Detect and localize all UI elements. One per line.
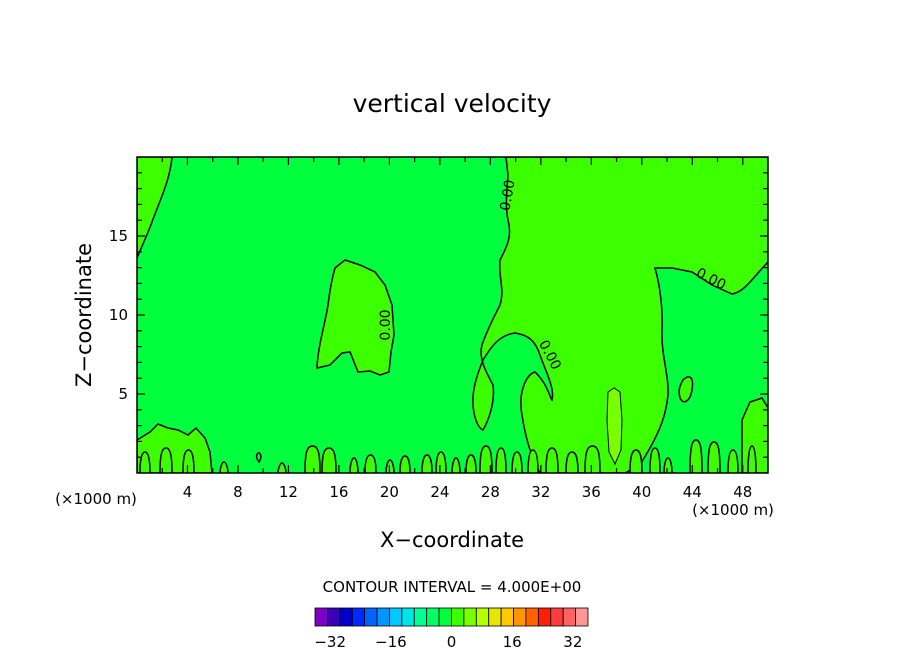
- colorbar: [314, 607, 589, 627]
- x-tick-label: 12: [279, 483, 298, 501]
- y-axis-label: Z−coordinate: [72, 243, 96, 387]
- noise-contour: [364, 454, 377, 473]
- x-axis-label: X−coordinate: [380, 528, 524, 552]
- plot-area: [137, 157, 768, 473]
- colorbar-swatch: [401, 607, 415, 627]
- x-tick-label: 4: [183, 483, 193, 501]
- x-tick-label: 40: [632, 483, 651, 501]
- upper-right-level-region: [472, 157, 768, 473]
- colorbar-tick-labels: −32 −16 0 16 32: [314, 633, 582, 651]
- x-tick-label: 8: [233, 483, 243, 501]
- noise-contour: [399, 455, 411, 473]
- x-tick-label: 20: [380, 483, 399, 501]
- contour-label: 0.00: [378, 309, 394, 340]
- colorbar-swatch: [463, 607, 477, 627]
- y-tick-label: 5: [118, 385, 128, 403]
- noise-contour: [727, 449, 739, 473]
- x-tick-label: 36: [582, 483, 601, 501]
- y-tick-labels: 5 10 15: [109, 227, 128, 403]
- colorbar-swatch: [339, 607, 353, 627]
- colorbar-swatch: [562, 607, 576, 627]
- colorbar-swatch: [575, 607, 589, 627]
- colorbar-swatch: [451, 607, 465, 627]
- colorbar-tick-label: −32: [314, 633, 346, 651]
- x-scale-note: (×1000 m): [692, 501, 774, 519]
- noise-contour: [479, 445, 493, 473]
- noise-contour: [565, 451, 579, 473]
- noise-contour: [277, 462, 287, 473]
- colorbar-swatch: [475, 607, 490, 627]
- colorbar-swatch: [525, 607, 539, 627]
- tick-marks: [137, 157, 768, 473]
- colorbar-tick-label: 0: [447, 633, 457, 651]
- colorbar-swatch: [537, 607, 552, 627]
- colorbar-swatch: [550, 607, 564, 627]
- central-cell-level-region: [316, 259, 395, 376]
- noise-contour: [219, 461, 229, 473]
- colorbar-swatch: [513, 607, 527, 627]
- colorbar-tick-label: 16: [503, 633, 522, 651]
- narrow-column-level-region: [606, 387, 623, 466]
- noise-contour: [689, 439, 703, 473]
- colorbar-swatch: [438, 607, 452, 627]
- noise-contour: [495, 447, 507, 473]
- noise-contour: [139, 451, 151, 473]
- small-right-blob-region: [678, 376, 694, 403]
- colorbar-swatch: [376, 607, 390, 627]
- noise-contour: [159, 447, 173, 473]
- y-tick-label: 15: [109, 227, 128, 245]
- contour-interval-text: CONTOUR INTERVAL = 4.000E+00: [323, 578, 582, 596]
- colorbar-swatch: [327, 607, 341, 627]
- noise-contour: [182, 449, 195, 473]
- noise-contour: [349, 457, 359, 473]
- y-tick-label: 10: [109, 306, 128, 324]
- x-tick-label: 16: [329, 483, 348, 501]
- noise-contour: [321, 447, 337, 473]
- x-tick-label: 28: [481, 483, 500, 501]
- tiny-contour-x10: [255, 452, 262, 464]
- x-tick-label: 24: [430, 483, 449, 501]
- noise-contour: [465, 454, 477, 473]
- colorbar-swatch: [351, 607, 366, 627]
- x-tick-label: 32: [531, 483, 550, 501]
- x-tick-label: 44: [683, 483, 702, 501]
- noise-contour: [527, 449, 539, 473]
- y-scale-note: (×1000 m): [55, 490, 137, 508]
- noise-contour: [649, 447, 661, 473]
- contour-label: 0.00: [497, 179, 518, 212]
- colorbar-tick-label: −16: [375, 633, 407, 651]
- colorbar-swatch: [426, 607, 440, 627]
- colorbar-tick-label: 32: [563, 633, 582, 651]
- colorbar-swatch: [389, 607, 403, 627]
- noise-contour: [584, 445, 601, 473]
- noise-contour: [747, 445, 757, 473]
- x-tick-labels: 4 8 12 16 20 24 28 32 36 40 44 48: [183, 483, 753, 501]
- noise-contour: [451, 457, 461, 473]
- colorbar-swatch: [413, 607, 428, 627]
- bottom-noise-contours: [139, 439, 757, 473]
- colorbar-swatch: [364, 607, 378, 627]
- colorbar-swatch: [488, 607, 502, 627]
- top-left-level-region: [137, 157, 173, 259]
- chart-title: vertical velocity: [353, 89, 552, 118]
- colorbar-swatch: [314, 607, 328, 627]
- noise-contour: [304, 445, 321, 473]
- noise-contour: [421, 454, 433, 473]
- noise-contour: [707, 441, 721, 473]
- noise-contour: [511, 451, 523, 473]
- x-tick-label: 48: [733, 483, 752, 501]
- noise-contour: [629, 449, 643, 473]
- noise-contour: [545, 447, 559, 473]
- noise-contour: [435, 451, 447, 473]
- noise-contour: [663, 457, 673, 473]
- colorbar-swatch: [500, 607, 514, 627]
